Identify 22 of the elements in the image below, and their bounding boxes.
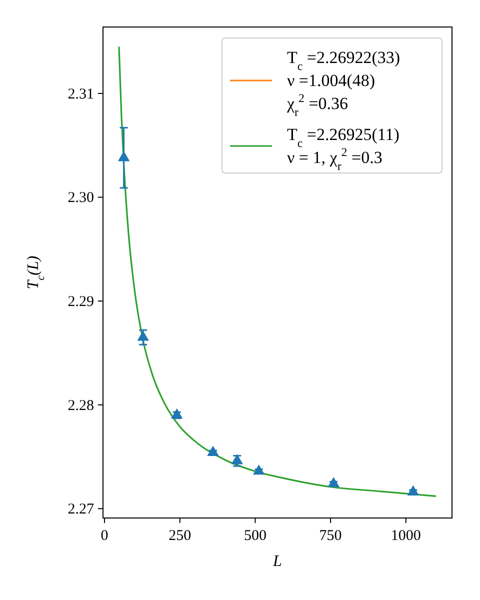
point bbox=[207, 446, 219, 456]
point bbox=[118, 151, 130, 162]
y-tick-label: 2.27 bbox=[68, 502, 94, 518]
line-series bbox=[118, 46, 437, 497]
x-axis-title: L bbox=[272, 553, 282, 570]
x-tick-label: 750 bbox=[319, 528, 342, 544]
y-tick-label: 2.30 bbox=[68, 190, 94, 206]
point bbox=[252, 464, 265, 475]
point bbox=[170, 408, 183, 419]
y-tick-label: 2.28 bbox=[68, 398, 94, 414]
point bbox=[137, 330, 149, 341]
x-tick-label: 500 bbox=[244, 528, 266, 544]
point bbox=[407, 485, 420, 496]
legend-label: T$_{c}$ =2.26922(33) ν =1.004(48) χ$_{r}$$^{2}$ =0.36 bbox=[286, 48, 400, 119]
point bbox=[328, 476, 340, 488]
y-tick-label: 2.29 bbox=[68, 294, 94, 310]
point bbox=[231, 454, 243, 464]
x-tick-label: 0 bbox=[100, 528, 108, 544]
x-tick-label: 250 bbox=[168, 528, 192, 544]
x-tick-label: 1000 bbox=[390, 528, 421, 544]
legend-label: T$_{c}$ =2.26925(11) ν = 1, χ$_{r}$$^{2}$ =0.3 bbox=[287, 125, 400, 173]
y-tick-label: 2.31 bbox=[68, 86, 94, 102]
